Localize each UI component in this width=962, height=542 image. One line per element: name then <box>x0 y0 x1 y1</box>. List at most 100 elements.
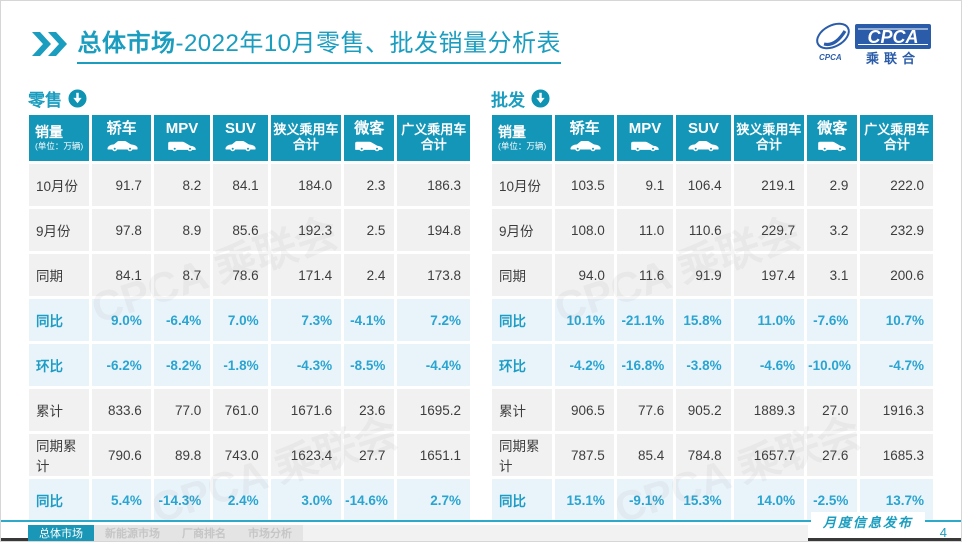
logo-cpca-text: CPCA <box>867 27 918 47</box>
column-label: 微客 <box>354 119 385 137</box>
cell-value: 3.1 <box>807 254 858 296</box>
cell-value: 89.8 <box>153 434 211 476</box>
column-label: 轿车 <box>106 119 137 137</box>
row-label: 同期累计 <box>29 434 90 476</box>
cell-value: 9.0% <box>92 299 151 341</box>
mpv-icon <box>154 139 210 156</box>
cell-value: 2.7% <box>397 479 470 521</box>
footer-tab[interactable]: 厂商排名 <box>171 525 237 541</box>
column-label-line2: 合计 <box>292 137 319 152</box>
page-title-section: 总体市场 <box>77 30 176 57</box>
column-label: 狭义乘用车 <box>273 122 339 138</box>
footer-tab[interactable]: 市场分析 <box>237 525 303 541</box>
cell-value: 232.9 <box>860 209 933 251</box>
table-row: 9月份 97.8 8.9 85.6 192.3 2.5 194.8 <box>29 209 470 251</box>
cell-value: 192.3 <box>270 209 342 251</box>
wholesale-table: 销量 (单位：万辆) 轿车 MPV SUV 狭义乘用车 合计 微客 广义乘用车 合计 10月份… <box>489 112 936 524</box>
cell-value: 1685.3 <box>860 434 933 476</box>
footer-tab[interactable]: 总体市场 <box>28 525 94 541</box>
wholesale-section-title: 批发 <box>491 90 525 110</box>
unit-sub-label: (单位：万辆) <box>498 141 547 152</box>
cell-value: 1657.7 <box>733 434 805 476</box>
cell-value: 11.0 <box>616 209 674 251</box>
row-label: 累计 <box>492 389 553 431</box>
column-label: 狭义乘用车 <box>736 122 802 138</box>
publish-label: 月度信息发布 <box>810 512 925 531</box>
table-row: 同期累计 787.5 85.4 784.8 1657.7 27.6 1685.3 <box>492 434 933 476</box>
cell-value: -10.0% <box>807 344 858 386</box>
page-number: 4 <box>939 525 947 540</box>
cell-value: 84.1 <box>92 254 151 296</box>
footer-tab[interactable]: 新能源市场 <box>94 525 171 541</box>
cell-value: -9.1% <box>616 479 674 521</box>
cpca-swoosh-icon <box>816 22 850 50</box>
table-row: 同比 5.4% -14.3% 2.4% 3.0% -14.6% 2.7% <box>29 479 470 521</box>
cell-value: -4.2% <box>555 344 614 386</box>
down-arrow-icon <box>531 88 550 108</box>
cell-value: -8.5% <box>344 344 395 386</box>
footer-tab-strip <box>303 525 808 541</box>
cell-value: -4.7% <box>860 344 933 386</box>
column-header: 广义乘用车 合计 <box>397 115 470 161</box>
column-label: SUV <box>224 119 256 137</box>
table-row: 环比 -4.2% -16.8% -3.8% -4.6% -10.0% -4.7% <box>492 344 933 386</box>
double-chevron-icon <box>31 31 67 57</box>
column-header: MPV <box>153 115 211 161</box>
column-label: 广义乘用车 <box>401 122 467 138</box>
column-label: 轿车 <box>569 119 600 137</box>
row-label: 累计 <box>29 389 90 431</box>
cell-value: 787.5 <box>555 434 614 476</box>
row-label: 同期 <box>29 254 90 296</box>
cell-value: 91.9 <box>676 254 731 296</box>
row-label: 10月份 <box>29 164 90 206</box>
row-label: 同期累计 <box>492 434 553 476</box>
cpca-logo: CPCA CPCA 乘联合 <box>811 15 933 74</box>
cell-value: 194.8 <box>397 209 470 251</box>
title-bar: 总体市场-2022年10月零售、批发销量分析表 CPCA CPCA 乘联合 <box>31 22 943 75</box>
logo-small-text: CPCA <box>819 53 842 62</box>
cell-value: 171.4 <box>270 254 342 296</box>
retail-section-title: 零售 <box>28 90 62 110</box>
cell-value: -4.1% <box>344 299 395 341</box>
cell-value: 94.0 <box>555 254 614 296</box>
cell-value: 1889.3 <box>733 389 805 431</box>
column-header: 微客 <box>344 115 395 161</box>
table-row: 10月份 103.5 9.1 106.4 219.1 2.9 222.0 <box>492 164 933 206</box>
table-row: 累计 906.5 77.6 905.2 1889.3 27.0 1916.3 <box>492 389 933 431</box>
cell-value: 7.0% <box>213 299 268 341</box>
row-label: 同期 <box>492 254 553 296</box>
cell-value: 110.6 <box>676 209 731 251</box>
cell-value: -4.4% <box>397 344 470 386</box>
cell-value: 97.8 <box>92 209 151 251</box>
cell-value: 3.2 <box>807 209 858 251</box>
column-label-line2: 合计 <box>883 137 910 152</box>
column-label: SUV <box>687 119 719 137</box>
table-row: 累计 833.6 77.0 761.0 1671.6 23.6 1695.2 <box>29 389 470 431</box>
cell-value: 219.1 <box>733 164 805 206</box>
cell-value: 23.6 <box>344 389 395 431</box>
table-row: 同比 9.0% -6.4% 7.0% 7.3% -4.1% 7.2% <box>29 299 470 341</box>
cell-value: 103.5 <box>555 164 614 206</box>
cell-value: 743.0 <box>213 434 268 476</box>
cell-value: 11.0% <box>733 299 805 341</box>
cell-value: 8.9 <box>153 209 211 251</box>
row-label: 环比 <box>29 344 90 386</box>
cell-value: -3.8% <box>676 344 731 386</box>
cell-value: -14.3% <box>153 479 211 521</box>
cell-value: 15.3% <box>676 479 731 521</box>
table-row: 同期 94.0 11.6 91.9 197.4 3.1 200.6 <box>492 254 933 296</box>
cell-value: 15.1% <box>555 479 614 521</box>
page-title-rest: -2022年10月零售、批发销量分析表 <box>175 30 562 57</box>
row-label: 同比 <box>29 479 90 521</box>
cell-value: 2.4% <box>213 479 268 521</box>
logo-sub-text: 乘联合 <box>865 51 920 66</box>
row-label: 10月份 <box>492 164 553 206</box>
row-label: 同比 <box>492 299 553 341</box>
cell-value: 14.0% <box>733 479 805 521</box>
table-row: 9月份 108.0 11.0 110.6 229.7 3.2 232.9 <box>492 209 933 251</box>
cell-value: 790.6 <box>92 434 151 476</box>
cell-value: 184.0 <box>270 164 342 206</box>
column-header: 狭义乘用车 合计 <box>733 115 805 161</box>
row-label: 9月份 <box>492 209 553 251</box>
